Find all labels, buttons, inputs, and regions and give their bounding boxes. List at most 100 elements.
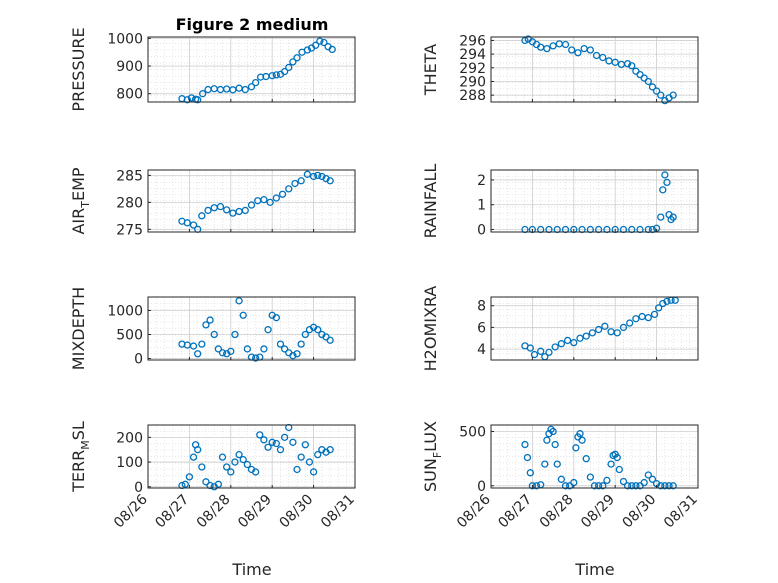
- y-tick-label: 1000: [107, 303, 143, 319]
- x-tick-label: 08/30: [277, 492, 317, 532]
- y-axis-label: SUNFLUX: [421, 421, 444, 492]
- data-point: [619, 477, 628, 486]
- data-point: [218, 453, 227, 461]
- data-point: [644, 225, 652, 234]
- data-point: [657, 91, 665, 99]
- data-point: [314, 326, 322, 334]
- x-tick-label: 08/27: [495, 492, 535, 532]
- data-points: [521, 425, 677, 490]
- subplot-8: 0 500 08/26 08/27 08/28 08/29 08/30 08/31 SUNFLU…: [421, 421, 701, 531]
- data-point: [648, 83, 657, 91]
- data-point: [640, 478, 648, 487]
- data-point: [305, 458, 314, 466]
- data-point: [223, 206, 231, 214]
- data-point: [202, 321, 210, 329]
- data-point: [615, 465, 623, 474]
- data-point: [669, 482, 677, 490]
- y-axis-label-tail: LUX: [421, 421, 440, 452]
- data-point: [202, 478, 210, 486]
- data-point: [632, 315, 640, 323]
- data-point: [187, 94, 196, 102]
- data-point: [549, 42, 557, 50]
- data-point: [526, 469, 534, 477]
- x-tick-label: 08/29: [235, 492, 275, 532]
- data-point: [256, 431, 264, 439]
- data-point: [594, 225, 603, 234]
- y-tick-label: 275: [116, 222, 143, 238]
- data-point: [669, 91, 677, 99]
- data-point: [198, 463, 206, 471]
- data-point: [648, 475, 657, 483]
- data-point: [303, 170, 312, 178]
- y-axis-label-main: TERR: [69, 450, 88, 493]
- data-point: [545, 348, 553, 357]
- x-tick-label: 08/29: [578, 492, 618, 532]
- data-point: [657, 213, 665, 221]
- data-point: [285, 423, 293, 432]
- y-tick-label: 0: [477, 479, 486, 495]
- plot-area: [148, 297, 355, 360]
- data-point: [568, 46, 576, 54]
- plot-area: [148, 425, 355, 488]
- data-point: [247, 201, 256, 209]
- y-tick-label: 1000: [107, 31, 143, 47]
- y-tick-label: 2: [477, 173, 486, 189]
- axes-box: [490, 424, 699, 489]
- data-point: [588, 329, 597, 337]
- data-point: [557, 475, 566, 483]
- y-tick-label: 500: [459, 425, 486, 441]
- subplot-4: 0 1 2 RAINFALL: [421, 164, 699, 239]
- data-point: [293, 465, 301, 474]
- y-tick-label: 294: [459, 47, 486, 63]
- data-point: [576, 334, 584, 342]
- data-point: [607, 460, 615, 468]
- data-point: [318, 172, 326, 181]
- plot-area: [491, 170, 698, 232]
- data-point: [280, 67, 289, 76]
- data-point: [272, 314, 280, 322]
- plot-area: [148, 170, 355, 232]
- y-tick-label: 900: [116, 59, 143, 75]
- x-tick-label: 08/28: [194, 492, 234, 532]
- data-point: [665, 482, 673, 490]
- data-point: [586, 473, 595, 481]
- data-point: [303, 46, 312, 54]
- data-point: [276, 340, 285, 348]
- data-point: [543, 44, 551, 53]
- data-point: [537, 225, 545, 234]
- data-point: [623, 482, 632, 490]
- data-point: [523, 453, 532, 462]
- data-point: [553, 225, 561, 234]
- data-point: [601, 322, 609, 330]
- y-tick-label: 296: [459, 33, 486, 49]
- data-point: [650, 310, 659, 319]
- x-tick-label: 08/31: [661, 492, 701, 532]
- x-tick-label: 08/27: [152, 492, 192, 532]
- data-point: [235, 450, 243, 459]
- y-axis-label: H2OMIXRA: [421, 286, 440, 372]
- axes-box: [490, 296, 699, 361]
- data-point: [189, 453, 198, 461]
- data-point: [231, 330, 239, 339]
- data-point: [599, 53, 607, 62]
- data-point: [551, 343, 559, 351]
- data-point: [297, 340, 305, 348]
- data-point: [266, 198, 274, 206]
- x-tick-label: 08/28: [537, 492, 577, 532]
- data-point: [561, 482, 570, 490]
- data-point: [189, 342, 198, 350]
- data-point: [289, 58, 297, 66]
- data-point: [198, 90, 207, 98]
- data-point: [648, 225, 657, 234]
- data-point: [586, 225, 595, 234]
- y-tick-label: 0: [477, 223, 486, 239]
- data-points: [178, 170, 334, 233]
- data-point: [223, 463, 231, 471]
- data-point: [659, 186, 667, 194]
- y-tick-label: 200: [116, 430, 143, 446]
- data-point: [545, 225, 553, 234]
- data-point: [563, 336, 572, 345]
- data-point: [272, 194, 280, 202]
- data-point: [619, 323, 628, 332]
- data-point: [626, 319, 634, 327]
